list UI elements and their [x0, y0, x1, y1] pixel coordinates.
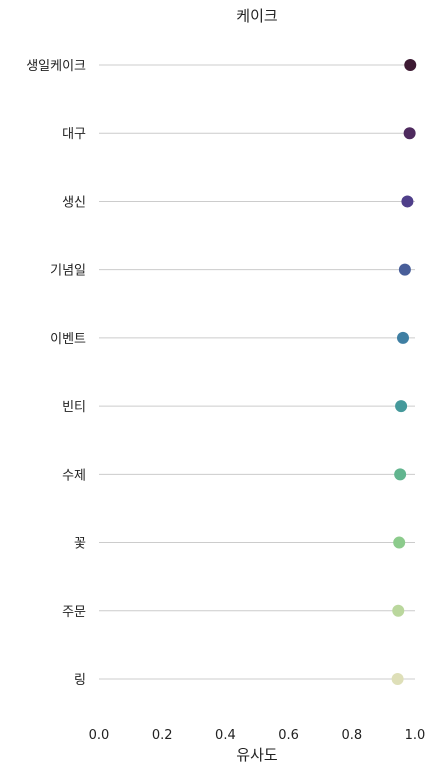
y-tick-label: 기념일 — [50, 264, 86, 279]
x-tick-label: 0.0 — [89, 728, 110, 743]
y-tick-label: 이벤트 — [50, 332, 86, 347]
data-point — [401, 195, 414, 208]
x-tick-label: 0.6 — [278, 728, 299, 743]
data-point — [404, 59, 417, 71]
y-tick-label: 생일케이크 — [26, 59, 86, 74]
data-points — [391, 59, 417, 685]
y-tick-label: 링 — [74, 673, 86, 688]
data-point — [396, 331, 409, 344]
chart-title: 케이크 — [236, 7, 277, 25]
x-axis-tick-labels: 0.0 0.2 0.4 0.6 0.8 1.0 — [89, 728, 426, 743]
data-point — [395, 400, 408, 413]
x-tick-label: 1.0 — [405, 728, 426, 743]
data-point — [391, 673, 404, 685]
y-tick-label: 대구 — [62, 127, 86, 142]
y-tick-label: 생신 — [62, 195, 86, 210]
x-tick-label: 0.4 — [215, 728, 236, 743]
y-tick-label: 빈티 — [62, 400, 86, 415]
x-tick-label: 0.2 — [152, 728, 173, 743]
data-point — [394, 468, 407, 481]
x-tick-label: 0.8 — [341, 728, 362, 743]
y-tick-label: 수제 — [62, 468, 86, 483]
y-tick-label: 꽃 — [74, 537, 86, 552]
data-point — [398, 263, 411, 276]
data-point — [403, 127, 416, 140]
y-tick-label: 주문 — [62, 605, 86, 620]
data-point — [392, 604, 405, 617]
x-axis-label: 유사도 — [236, 746, 278, 764]
data-point — [393, 536, 406, 549]
gridlines — [99, 64, 415, 680]
